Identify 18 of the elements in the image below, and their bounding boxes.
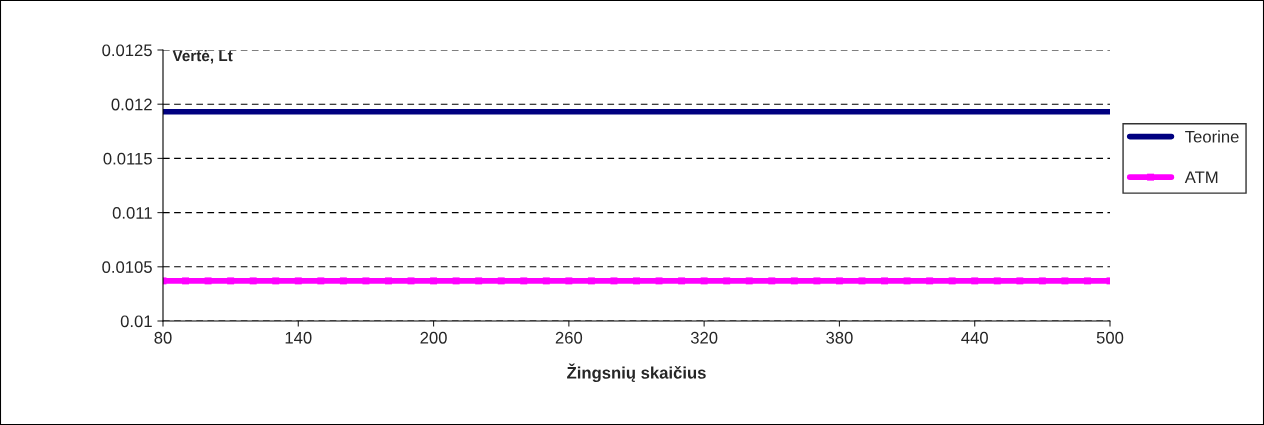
y-tick-label: 0.0125 (102, 44, 152, 57)
y-axis-title: Vertė, Lt (172, 50, 233, 64)
y-tick-label: 0.012 (111, 98, 152, 111)
x-tick-label: 440 (961, 331, 988, 344)
x-tick-label: 80 (154, 331, 172, 344)
x-tick-label: 320 (690, 331, 718, 344)
x-tick-label: 140 (285, 331, 312, 344)
x-tick-label: 380 (826, 331, 853, 344)
y-tick-label: 0.0115 (103, 152, 152, 165)
y-tick-label: 0.01 (120, 315, 152, 328)
y-tick-label: 0.0105 (102, 261, 152, 273)
x-axis-title: Žingsnių skaičius (567, 363, 706, 383)
x-tick-label: 500 (1096, 331, 1124, 344)
legend-label: ATM (1184, 171, 1218, 183)
legend-label: Teorine (1185, 130, 1239, 143)
x-tick-label: 200 (420, 331, 447, 344)
x-tick-label: 260 (555, 331, 583, 344)
y-tick-label: 0.011 (112, 207, 152, 219)
